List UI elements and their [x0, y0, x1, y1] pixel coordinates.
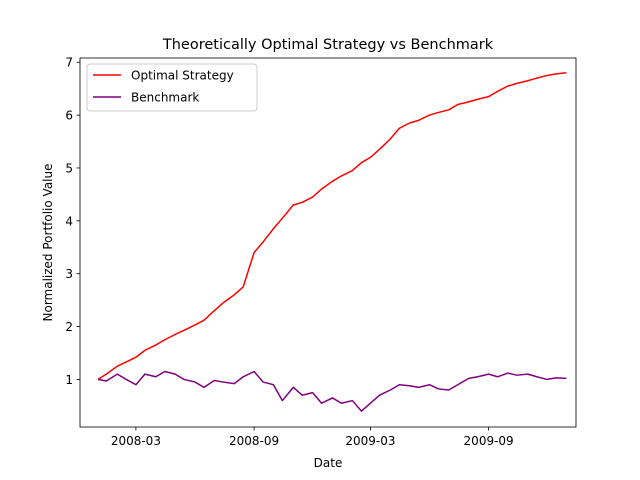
y-tick-label: 4 [65, 214, 73, 228]
legend-label-1: Optimal Strategy [131, 69, 234, 83]
x-tick-label: 2009-09 [464, 434, 514, 448]
series-line-1 [97, 72, 567, 381]
y-tick-label: 6 [65, 109, 73, 123]
y-axis: 1 2 3 4 5 6 7 [65, 56, 80, 387]
y-tick-label: 1 [65, 373, 73, 387]
legend: Optimal Strategy Benchmark [86, 63, 258, 112]
plot-lines [97, 72, 567, 412]
legend-label-2: Benchmark [131, 91, 199, 105]
series-line-2 [97, 370, 567, 412]
plot-frame [79, 57, 577, 428]
x-tick-label: 2008-09 [229, 434, 279, 448]
y-tick-label: 3 [65, 267, 73, 281]
x-tick-label: 2008-03 [111, 434, 161, 448]
x-tick-label: 2009-03 [345, 434, 395, 448]
x-axis: 2008-03 2008-09 2009-03 2009-09 [111, 427, 514, 448]
chart-title: Theoretically Optimal Strategy vs Benchm… [162, 37, 494, 53]
legend-box [86, 63, 258, 112]
y-tick-label: 7 [65, 56, 73, 70]
y-tick-label: 2 [65, 320, 73, 334]
y-tick-label: 5 [65, 161, 73, 175]
x-axis-label: Date [314, 456, 343, 470]
y-axis-label: Normalized Portfolio Value [41, 164, 55, 322]
